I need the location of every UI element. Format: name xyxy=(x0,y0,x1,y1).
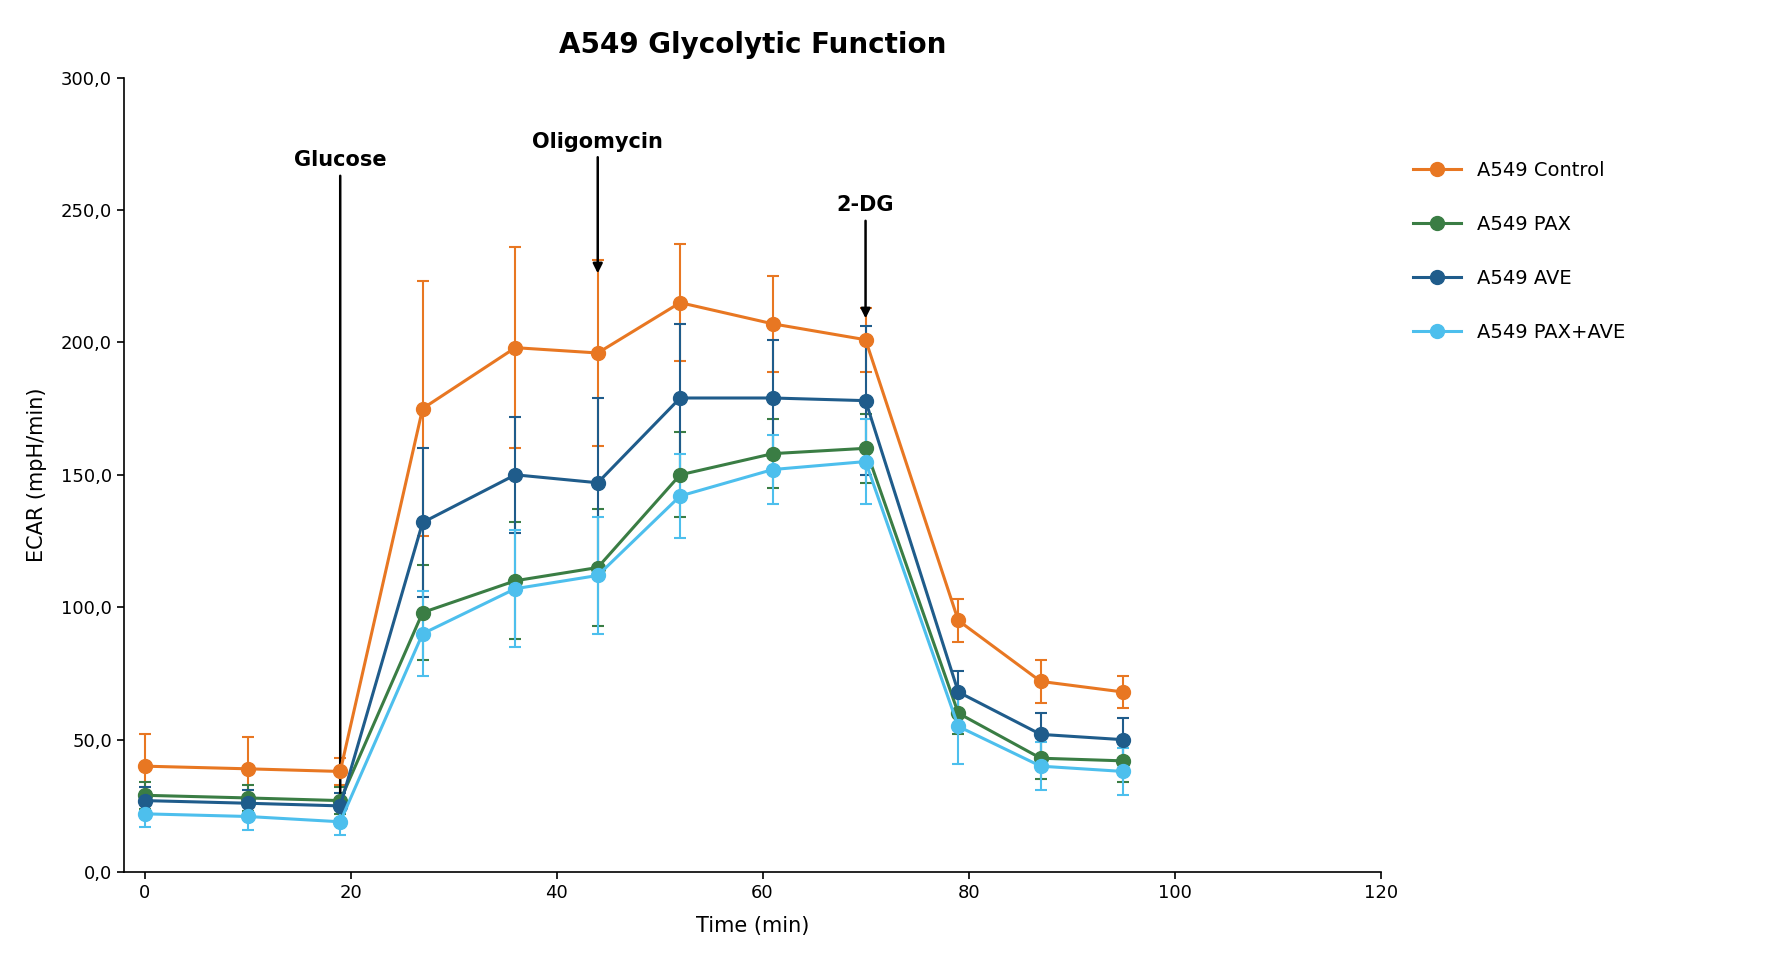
Text: Glucose: Glucose xyxy=(294,150,386,808)
Text: Oligomycin: Oligomycin xyxy=(533,132,664,270)
Text: 2-DG: 2-DG xyxy=(837,195,894,316)
Y-axis label: ECAR (mpH/min): ECAR (mpH/min) xyxy=(27,388,48,562)
Title: A549 Glycolytic Function: A549 Glycolytic Function xyxy=(559,30,945,58)
Legend: A549 Control, A549 PAX, A549 AVE, A549 PAX+AVE: A549 Control, A549 PAX, A549 AVE, A549 P… xyxy=(1404,151,1635,351)
X-axis label: Time (min): Time (min) xyxy=(696,916,809,936)
